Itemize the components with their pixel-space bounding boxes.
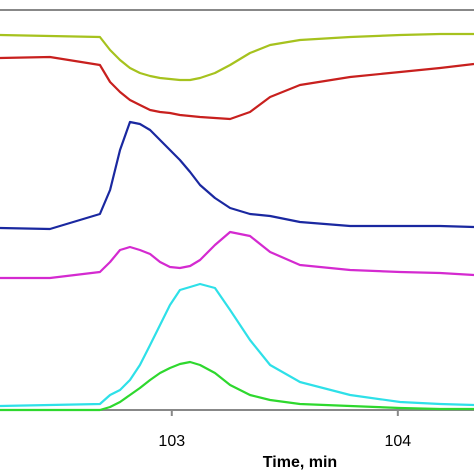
x-tick-label: 104 [384,433,411,450]
data-line [0,32,474,82]
data-line [0,120,474,231]
x-axis-label: Time, min [263,454,337,471]
data-line [0,55,474,121]
data-line [0,282,474,408]
x-tick-label: 103 [158,433,185,450]
data-line [0,360,474,412]
data-line [0,230,474,280]
